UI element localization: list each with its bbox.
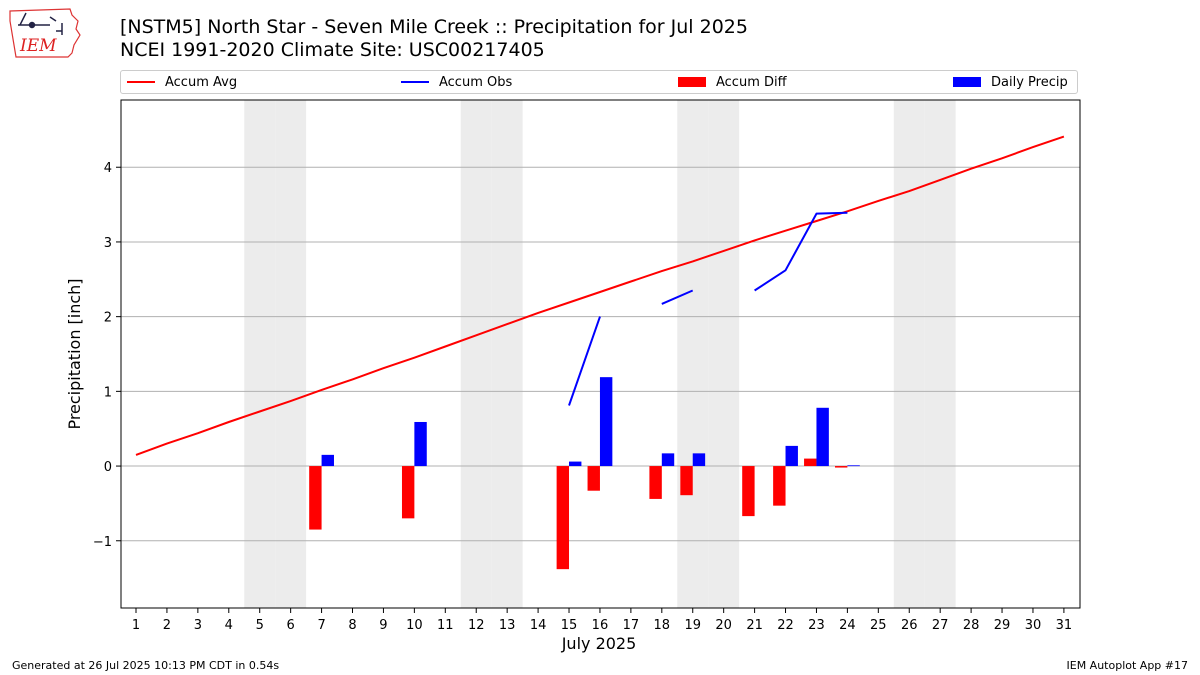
x-tick-label: 25 xyxy=(870,618,887,633)
legend-item-accum-avg: Accum Avg xyxy=(127,71,237,93)
accum-diff-bar-day-19 xyxy=(680,466,693,496)
x-tick-label: 27 xyxy=(932,618,949,633)
x-tick-label: 7 xyxy=(317,618,325,633)
accum-diff-bar-day-15 xyxy=(556,466,570,570)
x-tick-label: 20 xyxy=(715,618,732,633)
x-tick-label: 24 xyxy=(839,618,856,633)
legend-swatch-accum-avg xyxy=(127,81,155,83)
y-tick-label: 4 xyxy=(104,161,112,176)
y-tick-label: 0 xyxy=(104,460,112,475)
legend-swatch-accum-obs xyxy=(401,81,429,83)
x-tick-label: 31 xyxy=(1056,618,1073,633)
accum-obs-line-segment-0 xyxy=(568,316,601,406)
x-tick-label: 14 xyxy=(530,618,547,633)
weekend-shade-day-13 xyxy=(491,100,523,608)
legend-swatch-daily-precip xyxy=(953,77,981,87)
bars xyxy=(309,377,860,570)
x-tick-label: 8 xyxy=(348,618,356,633)
daily-precip-bar-day-22 xyxy=(785,445,798,467)
legend-label-accum-obs: Accum Obs xyxy=(439,74,513,90)
x-tick-label: 22 xyxy=(777,618,794,633)
weather-station-icon xyxy=(18,12,63,35)
x-tick-label: 17 xyxy=(623,618,640,633)
daily-precip-bar-day-23 xyxy=(816,407,829,467)
accum-obs-line-segment-1 xyxy=(661,289,694,305)
weekend-shading xyxy=(244,100,956,608)
legend-item-accum-diff: Accum Diff xyxy=(678,71,787,93)
footer-app-label: IEM Autoplot App #17 xyxy=(1066,659,1189,672)
daily-precip-bar-day-10 xyxy=(414,421,427,467)
x-tick-label: 19 xyxy=(684,618,701,633)
x-tick-label: 26 xyxy=(901,618,918,633)
weekend-shade-day-20 xyxy=(708,100,740,608)
legend: Accum Avg Accum Obs Accum Diff Daily Pre… xyxy=(120,70,1078,94)
accum-diff-bar-day-18 xyxy=(649,466,662,499)
x-tick-label: 11 xyxy=(437,618,454,633)
x-tick-label: 30 xyxy=(1025,618,1042,633)
legend-label-daily-precip: Daily Precip xyxy=(991,74,1068,90)
x-tick-label: 2 xyxy=(163,618,171,633)
legend-label-accum-avg: Accum Avg xyxy=(165,74,238,90)
accum-diff-bar-day-22 xyxy=(773,466,786,506)
y-tick-label: 2 xyxy=(104,311,112,326)
weekend-shade-day-26 xyxy=(893,100,925,608)
y-tick-label: 3 xyxy=(104,236,112,251)
accum-diff-bar-day-16 xyxy=(587,466,600,491)
daily-precip-bar-day-7 xyxy=(321,454,334,467)
x-tick-label: 6 xyxy=(287,618,295,633)
accum-avg-line-segment-0 xyxy=(135,135,1065,456)
x-tick-label: 12 xyxy=(468,618,485,633)
x-tick-label: 15 xyxy=(561,618,578,633)
y-axis-label: Precipitation [inch] xyxy=(65,278,84,429)
x-tick-label: 29 xyxy=(994,618,1011,633)
legend-item-accum-obs: Accum Obs xyxy=(401,71,512,93)
weekend-shade-day-19 xyxy=(677,100,709,608)
x-tick-label: 13 xyxy=(499,618,516,633)
daily-precip-bar-day-24 xyxy=(847,465,860,467)
x-tick-label: 18 xyxy=(654,618,671,633)
weekend-shade-day-12 xyxy=(460,100,492,608)
legend-swatch-accum-diff xyxy=(678,77,706,87)
plot-frame xyxy=(120,99,1081,609)
x-tick-label: 3 xyxy=(194,618,202,633)
weekend-shade-day-6 xyxy=(275,100,307,608)
iowa-state-outline-icon xyxy=(9,8,81,58)
x-axis-label: July 2025 xyxy=(561,634,637,653)
iem-logo: IEM xyxy=(9,8,81,58)
accum-diff-bar-day-23 xyxy=(804,458,817,467)
x-tick-label: 5 xyxy=(256,618,264,633)
x-tick-label: 28 xyxy=(963,618,980,633)
legend-label-accum-diff: Accum Diff xyxy=(716,74,787,90)
daily-precip-bar-day-18 xyxy=(661,453,675,467)
daily-precip-bar-day-15 xyxy=(569,461,582,467)
accum-diff-bar-day-7 xyxy=(309,466,322,530)
footer-generated-text: Generated at 26 Jul 2025 10:13 PM CDT in… xyxy=(12,659,280,672)
y-tick-label: 1 xyxy=(104,385,112,400)
legend-item-daily-precip: Daily Precip xyxy=(953,71,1068,93)
x-tick-label: 9 xyxy=(379,618,387,633)
x-tick-label: 1 xyxy=(132,618,140,633)
x-tick-label: 23 xyxy=(808,618,825,633)
x-tick-label: 16 xyxy=(592,618,609,633)
accum-obs-line-segment-2 xyxy=(754,211,848,292)
daily-precip-bar-day-16 xyxy=(599,377,613,467)
weekend-shade-day-5 xyxy=(244,100,276,608)
accum-diff-bar-day-21 xyxy=(742,466,755,517)
accum-diff-bar-day-10 xyxy=(401,466,415,519)
chart-title: [NSTM5] North Star - Seven Mile Creek ::… xyxy=(120,16,748,38)
chart-subtitle: NCEI 1991-2020 Climate Site: USC00217405 xyxy=(120,39,545,61)
x-tick-label: 10 xyxy=(406,618,423,633)
x-tick-label: 4 xyxy=(225,618,233,633)
daily-precip-bar-day-19 xyxy=(692,453,706,467)
y-tick-label: −1 xyxy=(93,535,112,550)
logo-text: IEM xyxy=(19,36,57,56)
accum-diff-bar-day-24 xyxy=(834,466,848,468)
lines xyxy=(135,135,1065,456)
x-tick-label: 21 xyxy=(746,618,763,633)
